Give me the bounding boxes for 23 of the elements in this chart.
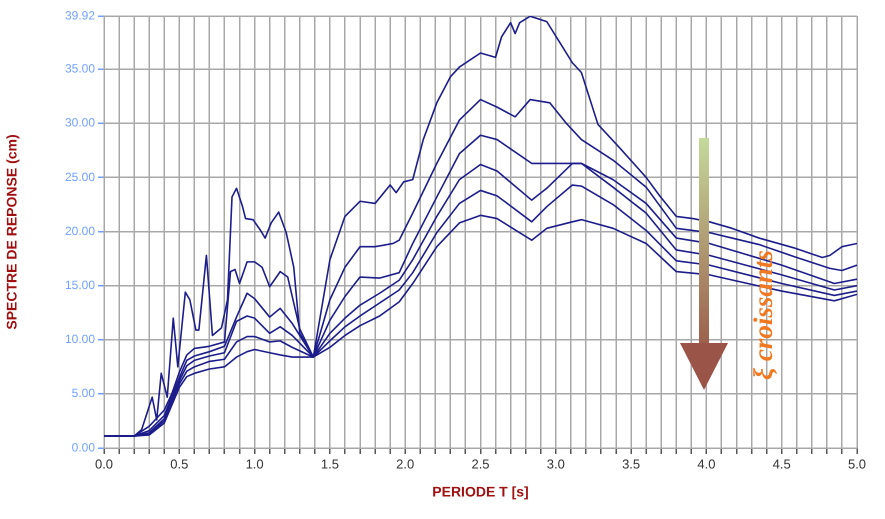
- x-tick-label: 5.0: [848, 456, 866, 472]
- y-tick-label: 5.00: [72, 386, 96, 400]
- x-tick-label: 3.0: [546, 456, 565, 472]
- x-axis-title: PERIODE T [s]: [432, 483, 529, 500]
- y-tick-label: 39.92: [64, 8, 96, 22]
- x-tick-label: 2.0: [396, 456, 414, 472]
- x-tick-label: 0.0: [94, 456, 114, 472]
- x-tick-label: 2.5: [471, 456, 490, 472]
- y-tick-label: 20.00: [64, 224, 96, 238]
- y-tick-label: 25.00: [64, 170, 96, 184]
- annotation: ξ croissants: [748, 249, 779, 380]
- y-tick-label: 35.00: [64, 62, 96, 76]
- x-tick-label: 3.5: [622, 456, 640, 472]
- y-axis-title: SPECTRE DE REPONSE (cm): [3, 134, 20, 330]
- x-tick-label: 0.5: [170, 456, 188, 472]
- y-tick-label: 10.00: [64, 332, 96, 346]
- x-tick-label: 4.0: [697, 456, 716, 472]
- y-tick-label: 15.00: [64, 278, 96, 292]
- x-tick-label: 1.5: [320, 456, 339, 472]
- y-tick-label: 30.00: [64, 116, 96, 130]
- x-tick-label: 1.0: [246, 456, 264, 472]
- y-tick-label: 0.00: [72, 440, 96, 454]
- x-tick-label: 4.5: [772, 456, 791, 472]
